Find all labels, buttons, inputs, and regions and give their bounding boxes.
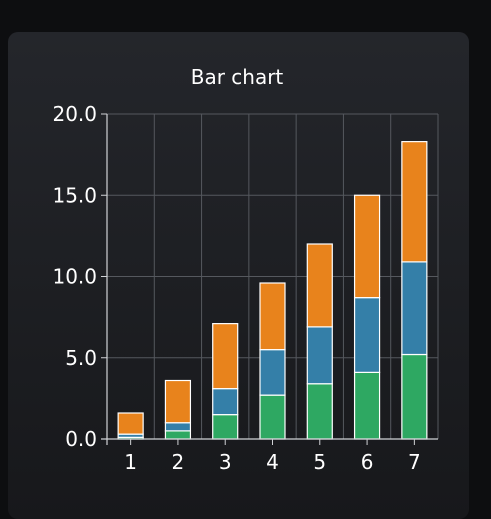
grid-lines (107, 113, 439, 439)
x-tick-label: 6 (361, 450, 374, 474)
bar-segment-orange (306, 243, 333, 328)
y-tick-label: 5.0 (65, 346, 97, 370)
bar-segment-blue (353, 297, 381, 373)
x-tick-label: 4 (266, 450, 279, 474)
y-tick-label: 10.0 (52, 265, 97, 289)
bar-segment-green (212, 414, 239, 440)
bar-segment-green (164, 430, 192, 440)
bar-segment-blue (164, 422, 192, 432)
bar-segment-orange (401, 141, 428, 263)
bars (117, 141, 428, 440)
bar-segment-blue (401, 261, 428, 356)
x-tick-label: 1 (124, 450, 137, 474)
axes (101, 113, 438, 445)
chart-title: Bar chart (191, 65, 284, 89)
bar-segment-green (259, 394, 286, 440)
bar-segment-green (353, 371, 381, 440)
bar-segment-orange (259, 282, 286, 351)
bar-segment-orange (117, 412, 144, 435)
bar-segment-orange (212, 323, 239, 390)
bar-segment-orange (353, 194, 381, 299)
bar-segment-blue (306, 326, 333, 385)
bar-segment-blue (212, 388, 239, 416)
y-tick-label: 20.0 (52, 102, 97, 126)
x-tick-label: 2 (172, 450, 185, 474)
x-tick-label: 3 (219, 450, 232, 474)
tick-labels: 0.0 5.0 10.0 15.0 20.0 1 2 3 4 5 6 7 (52, 102, 420, 474)
x-tick-label: 5 (313, 450, 326, 474)
bar-segment-blue (259, 349, 286, 396)
y-tick-label: 15.0 (52, 183, 97, 207)
bar-segment-orange (164, 379, 192, 424)
bar-segment-green (306, 383, 333, 440)
y-tick-label: 0.0 (65, 427, 97, 451)
chart-panel (8, 32, 469, 519)
bar-segment-green (401, 353, 428, 440)
x-tick-label: 7 (408, 450, 421, 474)
